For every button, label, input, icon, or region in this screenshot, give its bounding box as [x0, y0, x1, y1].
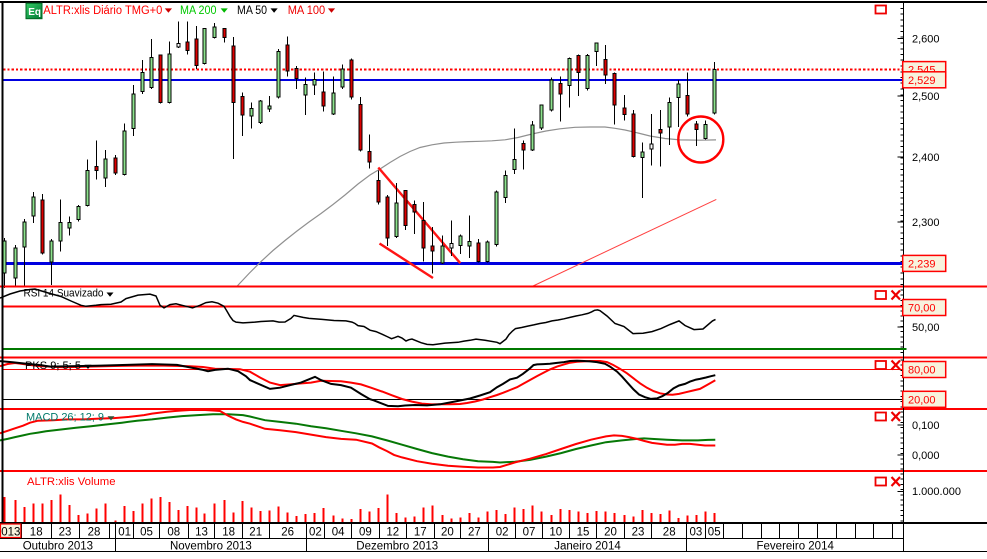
svg-text:MA 200: MA 200: [180, 5, 217, 17]
svg-text:013: 013: [1, 527, 20, 539]
svg-text:17: 17: [414, 527, 427, 539]
svg-text:01: 01: [118, 527, 131, 539]
svg-text:0,000: 0,000: [912, 450, 940, 462]
svg-text:09: 09: [359, 527, 372, 539]
svg-text:ALTR:xlis Diário TMG+0: ALTR:xlis Diário TMG+0: [43, 5, 162, 17]
svg-text:Dezembro 2013: Dezembro 2013: [356, 541, 438, 553]
svg-text:70,00: 70,00: [908, 303, 936, 315]
svg-text:23: 23: [59, 527, 72, 539]
svg-text:02: 02: [496, 527, 509, 539]
svg-text:Novembro 2013: Novembro 2013: [170, 541, 252, 553]
svg-text:12: 12: [386, 527, 399, 539]
svg-text:04: 04: [332, 527, 345, 539]
svg-text:2,529: 2,529: [908, 75, 936, 87]
svg-text:20: 20: [604, 527, 617, 539]
svg-text:03: 03: [690, 527, 703, 539]
svg-text:2,239: 2,239: [908, 258, 936, 270]
svg-text:2,600: 2,600: [912, 34, 940, 46]
svg-text:08: 08: [167, 527, 180, 539]
svg-text:50,00: 50,00: [912, 322, 940, 334]
svg-text:02: 02: [309, 527, 322, 539]
svg-text:MA 50: MA 50: [237, 5, 267, 17]
svg-text:RSI 14 Suavizado: RSI 14 Suavizado: [24, 288, 104, 300]
svg-text:20: 20: [441, 527, 454, 539]
svg-text:27: 27: [468, 527, 481, 539]
svg-text:PKS 9; 5; 5: PKS 9; 5; 5: [25, 360, 81, 372]
svg-text:2,400: 2,400: [912, 152, 940, 164]
svg-text:07: 07: [523, 527, 536, 539]
svg-text:Outubro 2013: Outubro 2013: [23, 541, 93, 553]
svg-text:21: 21: [249, 527, 262, 539]
svg-text:18: 18: [30, 527, 43, 539]
svg-text:23: 23: [632, 527, 645, 539]
svg-text:ALTR:xlis Volume: ALTR:xlis Volume: [27, 476, 116, 488]
svg-text:2,300: 2,300: [912, 217, 940, 229]
svg-text:80,00: 80,00: [908, 365, 936, 377]
svg-text:05: 05: [140, 527, 153, 539]
svg-text:15: 15: [577, 527, 590, 539]
svg-text:28: 28: [88, 527, 101, 539]
svg-text:26: 26: [281, 527, 294, 539]
svg-text:20,00: 20,00: [908, 394, 936, 406]
svg-text:28: 28: [663, 527, 676, 539]
svg-text:MA 100: MA 100: [288, 5, 326, 17]
svg-text:Janeiro 2014: Janeiro 2014: [554, 541, 621, 553]
svg-text:MACD 26; 12; 9: MACD 26; 12; 9: [26, 412, 104, 424]
svg-text:0,100: 0,100: [912, 420, 940, 432]
svg-text:1.000.000: 1.000.000: [912, 486, 961, 498]
svg-text:13: 13: [195, 527, 208, 539]
svg-text:2,500: 2,500: [912, 91, 940, 103]
svg-text:Fevereiro 2014: Fevereiro 2014: [757, 541, 835, 553]
svg-text:10: 10: [549, 527, 562, 539]
svg-text:18: 18: [222, 527, 235, 539]
svg-text:05: 05: [708, 527, 721, 539]
svg-text:Eq: Eq: [28, 7, 41, 18]
